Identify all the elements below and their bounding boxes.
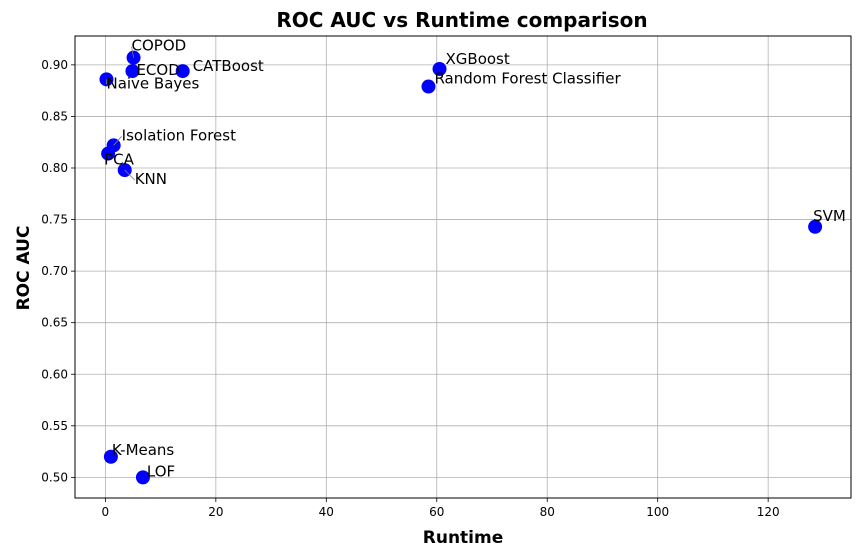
x-tick-label: 120 — [757, 505, 780, 519]
point-label: Isolation Forest — [122, 126, 236, 144]
point-label: COPOD — [132, 37, 187, 55]
scatter-point — [125, 64, 140, 79]
y-axis-label: ROC AUC — [14, 226, 34, 311]
x-tick-label: 100 — [646, 505, 669, 519]
point-label: PCA — [104, 151, 135, 169]
plot-frame — [74, 35, 852, 499]
point-label: SVM — [813, 207, 846, 225]
grid-lines — [75, 36, 851, 498]
point-label: LOF — [147, 462, 175, 480]
scatter-point — [432, 62, 447, 76]
x-tick-label: 60 — [429, 505, 444, 519]
chart-title: ROC AUC vs Runtime comparison — [276, 8, 647, 32]
point-label: Naive Bayes — [106, 74, 199, 92]
scatter-point — [135, 470, 150, 485]
y-tick-label: 0.75 — [41, 213, 68, 227]
label-leader-line — [131, 46, 134, 58]
y-tick-label: 0.80 — [41, 161, 68, 175]
point-label: CATBoost — [193, 57, 264, 75]
y-tick-label: 0.65 — [41, 316, 68, 330]
scatter-point — [421, 79, 436, 94]
label-leader-line — [124, 169, 135, 181]
x-axis-ticks: 0 20 40 60 80 100 120 — [102, 498, 780, 519]
y-tick-label: 0.50 — [41, 470, 68, 484]
x-tick-label: 80 — [540, 505, 555, 519]
x-tick-label: 0 — [102, 505, 110, 519]
scatter-point — [101, 146, 116, 161]
y-tick-label: 0.60 — [41, 367, 68, 381]
point-label: XGBoost — [446, 50, 510, 68]
y-tick-label: 0.70 — [41, 264, 68, 278]
y-axis-ticks: 0.50 0.55 0.60 0.65 0.70 0.75 0.80 0.85 0.90 — [41, 58, 75, 484]
y-tick-label: 0.90 — [41, 58, 68, 72]
y-tick-label: 0.55 — [41, 419, 68, 433]
label-leader-line — [113, 136, 122, 146]
scatter-point — [808, 219, 823, 234]
scatter-point — [175, 64, 190, 79]
x-tick-label: 20 — [208, 505, 223, 519]
x-tick-label: 40 — [319, 505, 334, 519]
point-label: K-Means — [112, 441, 175, 459]
point-label: ECOD — [136, 61, 179, 79]
data-points — [99, 50, 823, 485]
x-axis-label: Runtime — [423, 528, 504, 548]
y-tick-label: 0.85 — [41, 109, 68, 123]
point-label: Random Forest Classifier — [434, 70, 621, 88]
scatter-point — [103, 449, 118, 464]
point-label: KNN — [135, 170, 167, 188]
